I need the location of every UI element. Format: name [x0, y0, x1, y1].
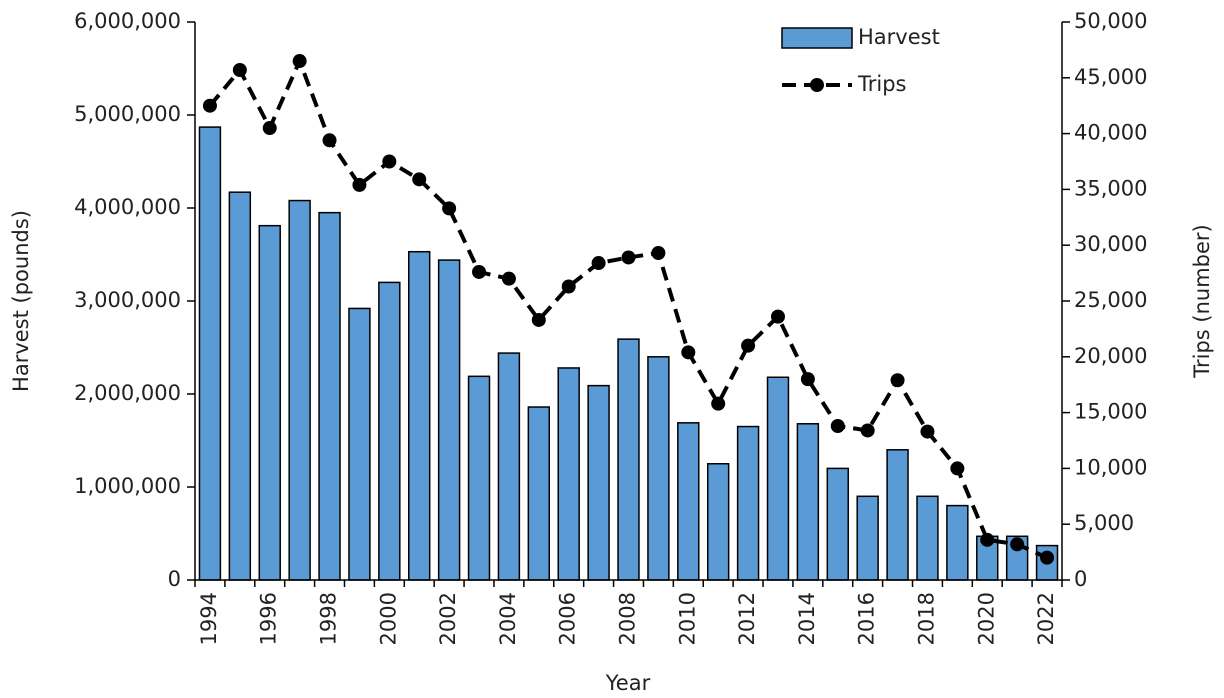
bar — [318, 211, 341, 581]
legend-dot — [810, 78, 824, 92]
trips-point — [1010, 537, 1025, 552]
bar — [647, 356, 670, 581]
trips-point — [412, 172, 427, 187]
bar — [527, 406, 551, 581]
y2-tick-label: 20,000 — [1074, 344, 1147, 368]
x-tick-label: 2000 — [376, 592, 400, 645]
legend-label: Trips — [857, 72, 906, 96]
x-tick-label: 2008 — [616, 592, 640, 645]
bar — [856, 495, 879, 581]
x-tick-label: 2020 — [974, 592, 998, 645]
y2-tick-label: 45,000 — [1074, 65, 1147, 89]
bar — [886, 449, 909, 581]
bar — [946, 504, 969, 581]
trips-point — [262, 121, 277, 136]
bar — [378, 281, 401, 581]
trips-point — [681, 345, 696, 360]
trips-line — [208, 55, 1048, 560]
y2-tick-label: 15,000 — [1074, 400, 1147, 424]
y2-tick-label: 30,000 — [1074, 232, 1147, 256]
y-axis-title: Harvest (pounds) — [9, 210, 33, 392]
bar — [497, 352, 521, 581]
bar — [587, 384, 610, 581]
trips-point — [950, 461, 965, 476]
bar — [228, 191, 252, 581]
bar — [258, 224, 281, 581]
bar — [288, 199, 311, 581]
trips-point — [382, 154, 397, 169]
x-tick-label: 2010 — [675, 592, 699, 645]
bar — [348, 307, 371, 581]
trips-point — [531, 312, 546, 327]
trips-point — [501, 271, 516, 286]
y-tick-label: 3,000,000 — [74, 288, 181, 312]
bar — [557, 367, 580, 581]
trips-point — [591, 256, 606, 271]
y-tick-label: 0 — [168, 567, 181, 591]
trips-point — [232, 62, 247, 77]
trips-point — [1040, 550, 1055, 565]
x-tick-label: 1998 — [317, 592, 341, 645]
x-tick-label: 2012 — [735, 592, 759, 645]
trips-point — [472, 264, 487, 279]
y2-tick-label: 50,000 — [1074, 9, 1147, 33]
trips-point — [352, 177, 367, 192]
y2-tick-label: 25,000 — [1074, 288, 1147, 312]
trips-point — [890, 373, 905, 388]
bar — [198, 126, 222, 581]
trips-point — [741, 338, 756, 353]
bar — [916, 495, 939, 581]
trips-point — [980, 532, 995, 547]
trips-point — [711, 396, 726, 411]
y-tick-label: 6,000,000 — [74, 9, 181, 33]
bar — [766, 376, 790, 581]
trips-point — [322, 133, 337, 148]
y2-tick-label: 10,000 — [1074, 455, 1147, 479]
x-tick-label: 1996 — [257, 592, 281, 645]
trips-point — [292, 54, 307, 69]
trips-point — [651, 246, 666, 261]
x-tick-label: 2002 — [436, 592, 460, 645]
bar — [408, 250, 431, 581]
y-tick-label: 5,000,000 — [74, 102, 181, 126]
y2-tick-label: 35,000 — [1074, 176, 1147, 200]
legend-swatch — [781, 27, 853, 49]
bar — [467, 375, 491, 581]
bar — [796, 423, 820, 581]
bar — [677, 422, 700, 581]
trips-point — [561, 279, 576, 294]
bar — [437, 259, 461, 581]
y-tick-label: 4,000,000 — [74, 195, 181, 219]
trips-point — [621, 250, 636, 265]
x-tick-label: 2018 — [914, 592, 938, 645]
trips-point — [920, 424, 935, 439]
y2-axis-title: Trips (number) — [1190, 224, 1214, 379]
trips-point — [830, 418, 845, 433]
bar — [706, 463, 730, 581]
y-tick-label: 1,000,000 — [74, 474, 181, 498]
trips-point — [202, 98, 217, 113]
trips-point — [860, 423, 875, 438]
x-tick-label: 2022 — [1034, 592, 1058, 645]
bar — [826, 467, 849, 581]
x-tick-label: 2014 — [795, 592, 819, 645]
x-axis-title: Year — [605, 671, 651, 695]
legend-label: Harvest — [858, 25, 940, 49]
trips-point — [770, 309, 785, 324]
x-tick-label: 2016 — [855, 592, 879, 645]
y2-tick-label: 0 — [1074, 567, 1087, 591]
bar — [617, 338, 640, 581]
trips-point — [800, 372, 815, 387]
x-tick-label: 2006 — [556, 592, 580, 645]
y2-tick-label: 40,000 — [1074, 121, 1147, 145]
x-tick-label: 2004 — [496, 592, 520, 645]
x-tick-label: 1994 — [197, 592, 221, 645]
y-tick-label: 2,000,000 — [74, 381, 181, 405]
bar — [736, 425, 760, 581]
y2-tick-label: 5,000 — [1074, 511, 1134, 535]
trips-point — [442, 201, 457, 216]
